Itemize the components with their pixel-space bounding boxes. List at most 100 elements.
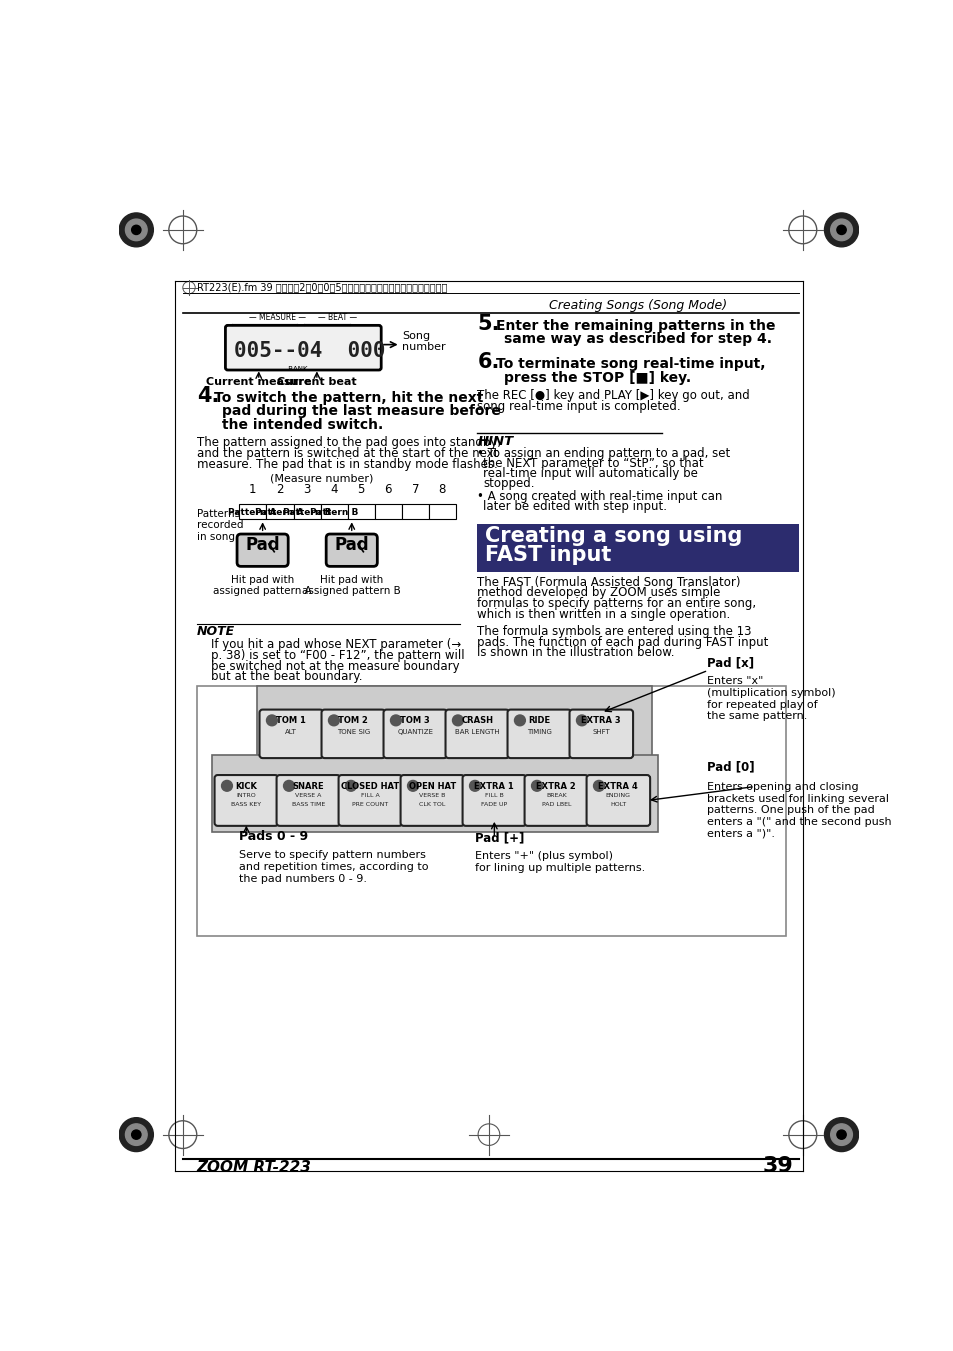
Text: be switched not at the measure boundary: be switched not at the measure boundary	[211, 659, 458, 673]
Circle shape	[119, 213, 153, 247]
FancyBboxPatch shape	[400, 775, 464, 825]
Circle shape	[531, 781, 542, 792]
Text: The FAST (Formula Assisted Song Translator): The FAST (Formula Assisted Song Translat…	[476, 576, 740, 589]
Text: 5.: 5.	[476, 313, 499, 334]
Text: KICK: KICK	[235, 782, 257, 790]
Circle shape	[830, 219, 852, 240]
Text: the intended switch.: the intended switch.	[222, 417, 383, 431]
Text: Enters opening and closing
brackets used for linking several
patterns. One push : Enters opening and closing brackets used…	[706, 782, 890, 839]
Text: Pads 0 - 9: Pads 0 - 9	[238, 830, 308, 843]
FancyBboxPatch shape	[321, 709, 385, 758]
Text: TIMING: TIMING	[526, 730, 551, 735]
Text: PRE COUNT: PRE COUNT	[352, 802, 388, 807]
Text: TOM 3: TOM 3	[400, 716, 430, 725]
Text: Pattern B: Pattern B	[310, 508, 357, 517]
Circle shape	[836, 1129, 845, 1139]
Circle shape	[823, 1117, 858, 1151]
FancyBboxPatch shape	[326, 534, 377, 566]
Text: 6: 6	[384, 484, 392, 496]
Text: 8: 8	[438, 484, 446, 496]
FancyBboxPatch shape	[338, 775, 402, 825]
Text: Pad: Pad	[245, 536, 279, 554]
FancyBboxPatch shape	[445, 709, 509, 758]
Text: and the pattern is switched at the start of the next: and the pattern is switched at the start…	[196, 447, 497, 461]
Text: RT223(E).fm 39 ページ　2　0　0　5年５月２６日　木曜日　午後１２時３分: RT223(E).fm 39 ページ 2 0 0 5年５月２６日 木曜日 午後１…	[196, 282, 447, 292]
Bar	[375, 504, 402, 519]
Text: Pad: Pad	[335, 536, 369, 554]
Bar	[196, 686, 785, 936]
Text: OPEN HAT: OPEN HAT	[408, 782, 456, 790]
Text: CRASH: CRASH	[461, 716, 493, 725]
Text: Creating Songs (Song Mode): Creating Songs (Song Mode)	[549, 299, 727, 312]
Circle shape	[836, 226, 845, 235]
Text: EXTRA 3: EXTRA 3	[581, 716, 620, 725]
Circle shape	[830, 1124, 852, 1146]
Text: 4.: 4.	[196, 386, 219, 407]
Text: Current beat: Current beat	[276, 377, 356, 386]
Text: VERSE B: VERSE B	[418, 793, 445, 798]
Text: but at the beat boundary.: but at the beat boundary.	[211, 670, 362, 684]
Text: Enters "x"
(multiplication symbol)
for repeated play of
the same pattern.: Enters "x" (multiplication symbol) for r…	[706, 677, 835, 721]
Text: Pattern A: Pattern A	[228, 508, 276, 517]
Text: same way as described for step 4.: same way as described for step 4.	[504, 332, 772, 346]
FancyBboxPatch shape	[569, 709, 633, 758]
Text: FAST input: FAST input	[484, 544, 611, 565]
Text: EXTRA 1: EXTRA 1	[474, 782, 514, 790]
Text: • A song created with real-time input can: • A song created with real-time input ca…	[476, 490, 722, 503]
Bar	[266, 504, 294, 519]
Text: VERSE A: VERSE A	[294, 793, 321, 798]
Text: CLOSED HAT: CLOSED HAT	[341, 782, 399, 790]
FancyBboxPatch shape	[214, 775, 278, 825]
Text: BREAK: BREAK	[545, 793, 566, 798]
Text: FADE UP: FADE UP	[480, 802, 507, 807]
Text: ZOOM RT-223: ZOOM RT-223	[196, 1161, 312, 1175]
Text: Pad [+]: Pad [+]	[475, 831, 524, 844]
Text: ALT: ALT	[285, 730, 297, 735]
Text: TOM 2: TOM 2	[338, 716, 368, 725]
Text: real-time input will automatically be: real-time input will automatically be	[483, 467, 698, 480]
Circle shape	[283, 781, 294, 792]
Bar	[402, 504, 429, 519]
Text: stopped.: stopped.	[483, 477, 535, 490]
Text: HINT: HINT	[476, 435, 513, 447]
Text: Serve to specify pattern numbers
and repetition times, according to
the pad numb: Serve to specify pattern numbers and rep…	[238, 851, 428, 884]
Text: INTRO: INTRO	[236, 793, 256, 798]
Text: 3: 3	[303, 484, 310, 496]
Text: Creating a song using: Creating a song using	[484, 527, 741, 547]
Circle shape	[345, 781, 356, 792]
Text: pad during the last measure before: pad during the last measure before	[222, 404, 500, 419]
Text: If you hit a pad whose NEXT parameter (→: If you hit a pad whose NEXT parameter (→	[211, 638, 460, 651]
Bar	[429, 504, 456, 519]
Text: Patterns
recorded
in song: Patterns recorded in song	[196, 508, 243, 542]
FancyBboxPatch shape	[462, 775, 525, 825]
Text: BASS TIME: BASS TIME	[292, 802, 325, 807]
Text: The formula symbols are entered using the 13: The formula symbols are entered using th…	[476, 626, 751, 638]
FancyBboxPatch shape	[225, 326, 381, 370]
FancyBboxPatch shape	[586, 775, 649, 825]
Text: EXTRA 2: EXTRA 2	[536, 782, 576, 790]
Circle shape	[266, 715, 277, 725]
Text: BAR LENGTH: BAR LENGTH	[455, 730, 499, 735]
Text: (Measure number): (Measure number)	[270, 474, 374, 484]
Text: • To assign an ending pattern to a pad, set: • To assign an ending pattern to a pad, …	[476, 447, 730, 461]
FancyBboxPatch shape	[524, 775, 587, 825]
Text: the NEXT parameter to “StP”, so that: the NEXT parameter to “StP”, so that	[483, 457, 703, 470]
Bar	[212, 755, 658, 832]
Circle shape	[823, 213, 858, 247]
Circle shape	[593, 781, 604, 792]
Text: Hit pad with
assigned pattern B: Hit pad with assigned pattern B	[302, 574, 400, 596]
Text: Pad [x]: Pad [x]	[706, 657, 753, 670]
Text: Hit pad with
assigned pattern A: Hit pad with assigned pattern A	[213, 574, 312, 596]
Text: ENDING: ENDING	[605, 793, 630, 798]
Text: To terminate song real-time input,: To terminate song real-time input,	[496, 358, 764, 372]
Text: QUANTIZE: QUANTIZE	[396, 730, 433, 735]
Text: measure. The pad that is in standby mode flashes.: measure. The pad that is in standby mode…	[196, 458, 497, 470]
Circle shape	[576, 715, 587, 725]
Text: — BEAT —: — BEAT —	[317, 313, 356, 322]
Bar	[294, 504, 320, 519]
Circle shape	[132, 226, 141, 235]
Text: Current measure: Current measure	[206, 377, 312, 386]
Circle shape	[328, 715, 339, 725]
Text: Pad [0]: Pad [0]	[706, 761, 754, 773]
Text: Enters "+" (plus symbol)
for lining up multiple patterns.: Enters "+" (plus symbol) for lining up m…	[475, 851, 644, 873]
